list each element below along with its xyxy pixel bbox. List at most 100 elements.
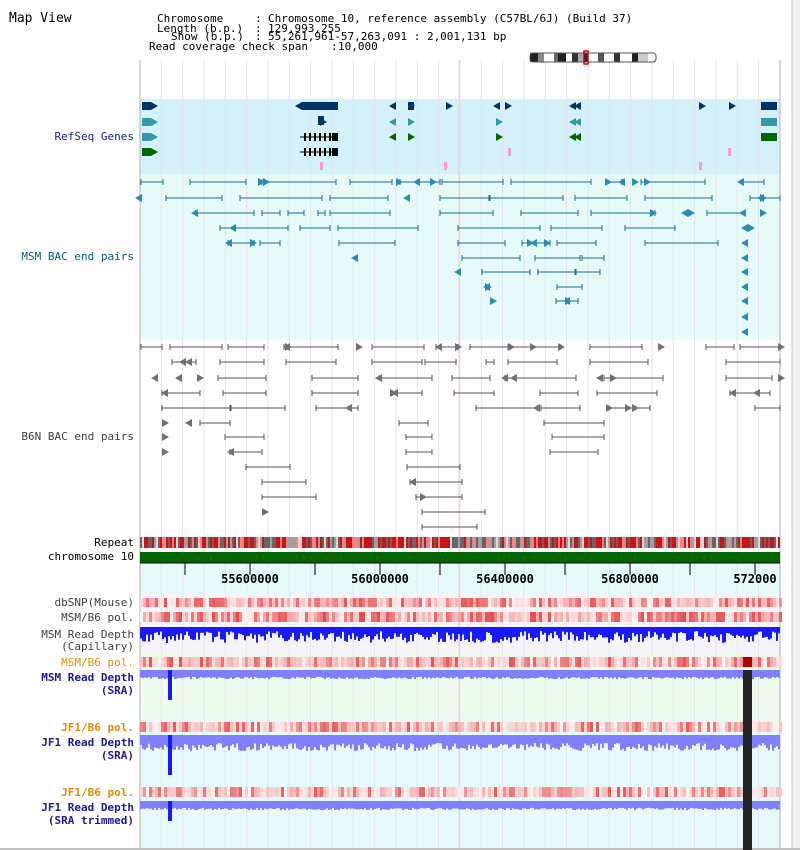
- repeat-feature: [290, 537, 292, 548]
- read-depth-bar: [776, 670, 778, 677]
- read-depth-bar: [740, 801, 742, 808]
- read-depth-bar: [648, 801, 650, 808]
- polymorphism-cell: [323, 612, 326, 622]
- read-depth-bar: [404, 801, 406, 810]
- polymorphism-cell: [365, 722, 368, 732]
- read-depth-bar: [250, 801, 252, 809]
- polymorphism-cell: [437, 722, 440, 732]
- ideogram-icon[interactable]: [529, 50, 657, 65]
- polymorphism-cell: [725, 598, 728, 607]
- read-depth-bar: [678, 801, 680, 810]
- polymorphism-cell: [272, 787, 275, 797]
- reverse-arrow-icon: [435, 343, 442, 351]
- polymorphism-cell: [278, 787, 281, 797]
- repeat-feature: [230, 537, 232, 548]
- polymorphism-cell: [269, 598, 272, 607]
- polymorphism-cell: [395, 612, 398, 622]
- repeat-feature: [452, 537, 454, 548]
- polymorphism-cell: [401, 612, 404, 622]
- read-depth-bar: [220, 801, 222, 810]
- repeat-feature: [760, 537, 762, 548]
- read-depth-bar: [354, 627, 356, 640]
- polymorphism-cell: [686, 787, 689, 797]
- polymorphism-cell: [587, 612, 590, 622]
- read-depth-bar: [658, 801, 660, 810]
- read-depth-bar: [246, 627, 248, 637]
- ideogram-band: [554, 53, 558, 62]
- read-depth-bar: [496, 801, 498, 810]
- track-label-msm-bac[interactable]: MSM BAC end pairs: [21, 250, 134, 263]
- polymorphism-cell: [521, 612, 524, 622]
- read-depth-bar: [700, 627, 702, 637]
- repeat-feature: [152, 537, 154, 548]
- read-depth-spike: [168, 735, 172, 775]
- polymorphism-cell: [452, 657, 455, 667]
- repeat-feature: [190, 537, 192, 548]
- polymorphism-cell: [671, 598, 674, 607]
- read-depth-bar: [376, 801, 378, 809]
- polymorphism-cell: [608, 598, 611, 607]
- repeat-feature: [244, 537, 246, 548]
- repeat-feature: [490, 537, 492, 548]
- read-depth-bar: [142, 735, 144, 749]
- polymorphism-cell: [707, 657, 710, 667]
- polymorphism-cell: [212, 657, 215, 667]
- polymorphism-cell: [608, 612, 611, 622]
- polymorphism-cell: [290, 722, 293, 732]
- polymorphism-cell: [185, 722, 188, 732]
- polymorphism-cell: [317, 657, 320, 667]
- polymorphism-cell: [314, 612, 317, 622]
- read-depth-bar: [348, 670, 350, 679]
- read-depth-spike: [168, 670, 172, 700]
- read-depth-bar: [172, 627, 174, 637]
- polymorphism-cell: [143, 787, 146, 797]
- read-depth-bar: [436, 735, 438, 744]
- read-depth-bar: [538, 627, 540, 642]
- repeat-feature: [512, 537, 514, 548]
- read-depth-bar: [436, 627, 438, 632]
- polymorphism-cell: [764, 612, 767, 622]
- polymorphism-cell: [542, 598, 545, 607]
- read-depth-bar: [464, 670, 466, 677]
- read-depth-bar: [686, 627, 688, 641]
- read-depth-bar: [294, 627, 296, 641]
- read-depth-bar: [368, 801, 370, 810]
- track-label-refseq-genes[interactable]: RefSeq Genes: [54, 130, 134, 143]
- polymorphism-cell: [755, 612, 758, 622]
- read-depth-bar: [500, 801, 502, 809]
- repeat-feature: [646, 537, 648, 548]
- repeat-feature: [718, 537, 720, 548]
- read-depth-bar: [734, 670, 736, 679]
- polymorphism-cell: [671, 787, 674, 797]
- read-depth-bar: [162, 627, 164, 640]
- read-depth-bar: [624, 627, 626, 643]
- repeat-feature: [372, 537, 374, 548]
- read-depth-bar: [638, 670, 640, 678]
- polymorphism-cell: [713, 598, 716, 607]
- polymorphism-cell: [521, 598, 524, 607]
- show-sep: :: [255, 30, 262, 43]
- polymorphism-cell: [632, 787, 635, 797]
- read-depth-bar: [262, 670, 264, 679]
- read-depth-bar: [438, 801, 440, 808]
- polymorphism-cell: [557, 612, 560, 622]
- track-label-b6n-bac[interactable]: B6N BAC end pairs: [21, 430, 134, 443]
- read-depth-bar: [722, 670, 724, 678]
- forward-arrow-icon: [644, 178, 651, 186]
- repeat-feature: [168, 537, 170, 548]
- read-depth-bar: [680, 670, 682, 678]
- read-depth-bar: [256, 670, 258, 678]
- repeat-feature: [286, 537, 288, 548]
- read-depth-bar: [680, 735, 682, 751]
- polymorphism-cell: [305, 612, 308, 622]
- read-depth-bar: [204, 801, 206, 810]
- read-depth-bar: [602, 670, 604, 679]
- polymorphism-cell: [518, 598, 521, 607]
- polymorphism-cell: [227, 598, 230, 607]
- reverse-arrow-icon: [530, 239, 537, 247]
- read-depth-bar: [566, 735, 568, 744]
- polymorphism-cell: [248, 657, 251, 667]
- polymorphism-cell: [281, 657, 284, 667]
